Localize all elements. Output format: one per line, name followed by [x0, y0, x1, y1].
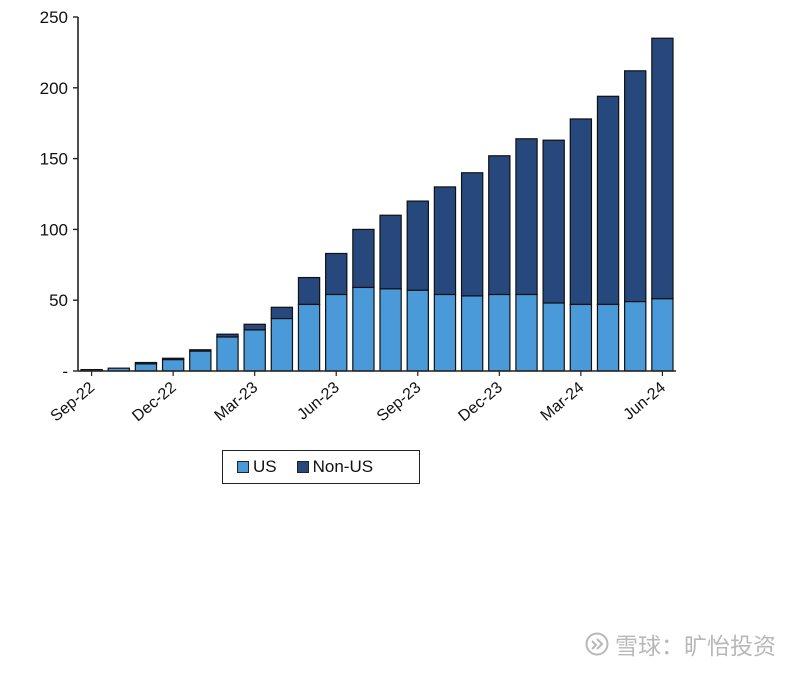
x-tick-label: Jun-23 — [294, 379, 342, 424]
y-tick-label: 100 — [40, 220, 68, 239]
bar-us-may-24 — [624, 301, 647, 372]
stacked-bar-chart: - 50 100 150 200 250 Sep-22 Dec-22 Mar-23 Jun-23… — [40, 8, 676, 425]
bar-us-may-23 — [297, 303, 321, 372]
bar-us-dec-23 — [488, 293, 511, 372]
bar-non-us-aug-23 — [379, 214, 402, 290]
y-tick-label: 250 — [40, 8, 68, 27]
x-tick-label: Jun-24 — [621, 379, 669, 424]
bar-us-jan-23 — [189, 350, 212, 372]
bar-us-feb-23 — [216, 336, 239, 372]
legend-label-us: US — [253, 457, 277, 476]
x-tick-label: Mar-23 — [211, 379, 261, 425]
y-axis: - 50 100 150 200 250 — [40, 8, 79, 381]
bar-us-jan-24 — [515, 293, 538, 372]
bar-us-mar-24 — [569, 303, 593, 372]
bar-us-mar-23 — [243, 329, 266, 372]
snowball-logo-icon — [585, 632, 609, 656]
x-tick-label: Sep-23 — [374, 379, 425, 425]
legend-label-non-us: Non-US — [312, 457, 374, 476]
bar-non-us-oct-23 — [433, 186, 457, 296]
legend-item-non-us: Non-US — [296, 457, 374, 477]
bar-us-jun-23 — [325, 293, 348, 372]
bar-non-us-jan-24 — [515, 138, 538, 296]
bar-non-us-may-23 — [297, 276, 321, 306]
bar-non-us-mar-24 — [569, 118, 593, 306]
bar-non-us-may-24 — [624, 70, 647, 303]
bar-us-apr-24 — [596, 303, 620, 372]
bar-non-us-dec-23 — [488, 155, 511, 296]
bar-non-us-mar-23 — [243, 323, 266, 331]
bar-non-us-sep-23 — [406, 200, 429, 291]
watermark: 雪球：旷怡投资 — [585, 627, 776, 661]
bar-us-nov-22 — [134, 363, 158, 372]
bar-non-us-jun-24 — [651, 37, 674, 300]
y-tick-label: 50 — [49, 291, 68, 310]
bar-non-us-jun-23 — [325, 252, 348, 296]
legend-swatch-us — [237, 461, 249, 473]
bar-us-jul-23 — [352, 286, 375, 372]
bar-us-nov-23 — [460, 295, 484, 372]
x-tick-label: Dec-23 — [455, 379, 506, 425]
bar-us-aug-23 — [379, 288, 402, 372]
bar-us-feb-24 — [542, 302, 565, 372]
x-tick-label: Mar-24 — [538, 379, 588, 425]
bar-us-jun-24 — [651, 298, 674, 372]
x-axis: Sep-22 Dec-22 Mar-23 Jun-23 Sep-23 Dec-23 Mar-… — [48, 370, 676, 425]
bar-us-sep-23 — [406, 289, 429, 372]
x-tick-label: Dec-22 — [129, 379, 180, 425]
bar-non-us-nov-23 — [460, 172, 484, 297]
bar-non-us-apr-23 — [270, 306, 294, 320]
x-tick-label: Sep-22 — [48, 379, 99, 425]
legend: US Non-US — [222, 450, 420, 484]
bars — [80, 37, 674, 372]
bar-us-oct-23 — [433, 293, 457, 372]
bar-non-us-feb-24 — [542, 139, 565, 304]
bar-us-dec-22 — [161, 359, 185, 372]
legend-item-us: US — [237, 457, 277, 477]
bar-us-apr-23 — [270, 318, 294, 372]
y-tick-label: 200 — [40, 79, 68, 98]
y-tick-label: - — [62, 362, 68, 381]
watermark-text: 雪球：旷怡投资 — [615, 634, 776, 660]
legend-swatch-non-us — [296, 461, 309, 473]
y-tick-label: 150 — [40, 150, 68, 169]
bar-non-us-apr-24 — [596, 95, 620, 306]
bar-non-us-jul-23 — [352, 228, 375, 289]
